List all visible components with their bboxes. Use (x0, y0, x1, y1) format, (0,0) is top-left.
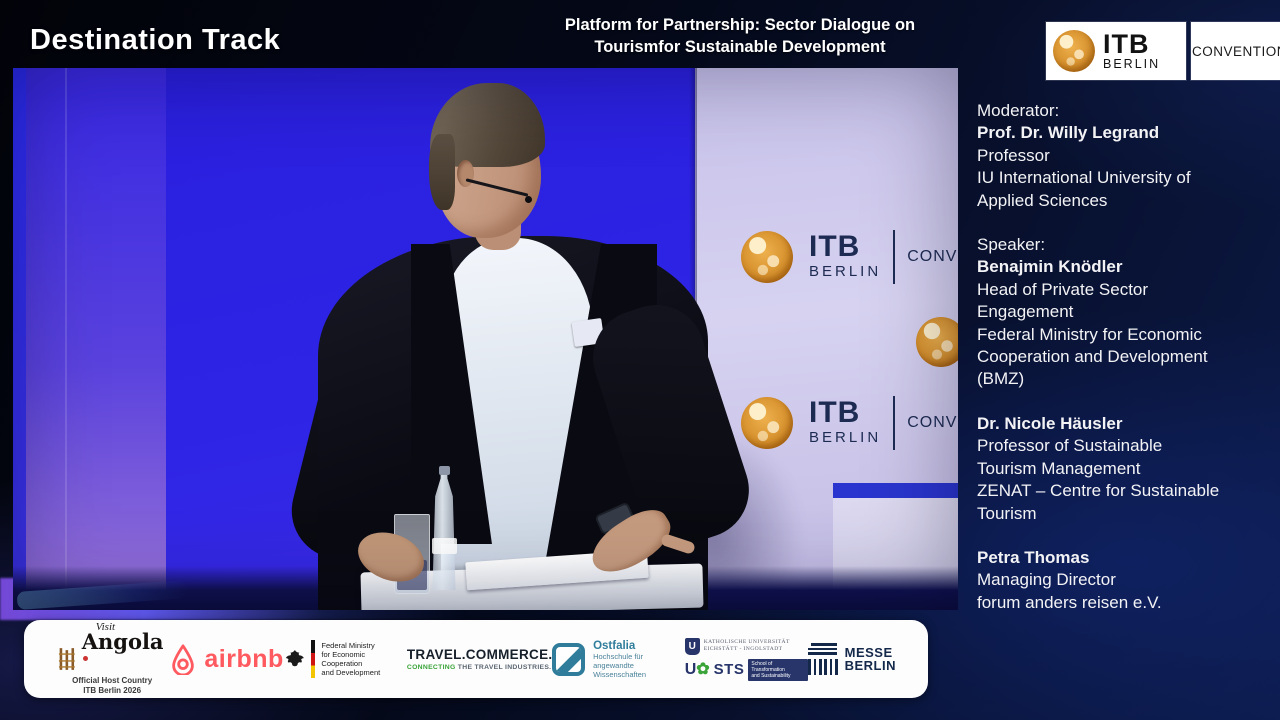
person-detail: Cooperation and Development (977, 347, 1208, 367)
person-detail: Tourism (977, 503, 1037, 523)
role-label: Speaker: (977, 235, 1046, 255)
backdrop-itb-logo: ITB BERLIN CONVENTION (741, 396, 958, 450)
logo-divider (893, 230, 896, 284)
person-name: Benajmin Knödler (977, 257, 1123, 277)
session-title-line2: Tourismfor Sustainable Development (594, 38, 886, 56)
speaker-section: Dr. Nicole Häusler Professor of Sustaina… (977, 413, 1273, 525)
stage-left-strip (13, 68, 26, 610)
angola-sculpture-icon (58, 647, 75, 670)
convention-wordmark: CONVENTION (907, 248, 958, 265)
convention-wordmark: CONVENTION (907, 414, 958, 431)
globe-icon (916, 317, 958, 367)
person-detail: (BMZ) (977, 369, 1025, 389)
session-title: Platform for Partnership: Sector Dialogu… (460, 14, 1020, 58)
person-detail: Federal Ministry for Economic (977, 324, 1202, 344)
itb-wordmark: ITB (1103, 28, 1150, 59)
sts-u-icon: U✿ (684, 660, 710, 678)
moderator-section: Moderator: Prof. Dr. Willy Legrand Profe… (977, 100, 1273, 212)
globe-icon (1053, 30, 1095, 72)
sts-subtitle: School of Transformation and Sustainabil… (748, 658, 809, 681)
globe-icon (741, 397, 793, 449)
itb-wordmark: ITB (809, 396, 861, 429)
person-detail: Professor of Sustainable (977, 436, 1163, 456)
airbnb-belo-icon (172, 644, 195, 675)
ostfalia-square-icon (552, 642, 586, 676)
itb-wordmark: ITB (809, 230, 861, 263)
ostfalia-wordmark: Ostfalia (593, 639, 636, 652)
ostfalia-logo: Ostfalia Hochschule für angewandte Wisse… (552, 640, 684, 679)
backdrop-itb-logo: ITB BERLIN CONVENTION (741, 230, 958, 284)
person-detail: ZENAT – Centre for Sustainable (977, 481, 1220, 501)
person-name: Petra Thomas (977, 547, 1090, 567)
person-detail: Tourism Management (977, 458, 1141, 478)
itb-convention-logo: ITB BERLIN CONVENTION (1046, 22, 1280, 80)
person-detail: IU International University of (977, 168, 1191, 188)
globe-icon (741, 231, 793, 283)
sts-leaf-accent: ✿ (696, 660, 710, 678)
messe-berlin-icon (808, 643, 838, 675)
sponsor-bar: Visit Angola Official Host Country ITB B… (24, 620, 928, 698)
visit-script: Visit (95, 620, 116, 633)
messe-berlin-wordmark: MESSE BERLIN (844, 645, 896, 673)
person-detail: Applied Sciences (977, 190, 1108, 210)
berlin-wordmark: BERLIN (809, 263, 882, 280)
headset-mic-tip (525, 196, 532, 203)
water-bottle (432, 470, 456, 590)
video-frame: ITB BERLIN CONVENTION ITB BERLIN CONVENT… (13, 68, 958, 610)
person-detail: Professor (977, 145, 1050, 165)
speaker-hair (429, 134, 455, 210)
convention-logo-box: CONVENTION (1191, 22, 1280, 80)
speaker-ear (457, 160, 474, 187)
airbnb-wordmark: airbnb (204, 644, 284, 673)
person-detail: Managing Director (977, 570, 1116, 590)
berlin-wordmark: BERLIN (809, 429, 882, 446)
person-name: Dr. Nicole Häusler (977, 413, 1123, 433)
stage-left-panel (26, 68, 166, 610)
person-detail: Engagement (977, 302, 1074, 322)
page-title: Destination Track (30, 24, 281, 56)
logo-divider (893, 396, 896, 450)
person-detail: forum anders reisen e.V. (977, 592, 1162, 612)
backdrop-blue-stripe (833, 483, 958, 498)
role-label: Moderator: (977, 101, 1060, 120)
convention-wordmark: CONVENTION (1191, 43, 1280, 59)
session-title-line1: Platform for Partnership: Sector Dialogu… (564, 16, 916, 34)
angola-bird-dot (82, 655, 88, 661)
bottle-label (432, 538, 457, 554)
bmz-text: Federal Ministry for Economic Cooperatio… (321, 641, 381, 677)
ku-shield-icon: U (684, 637, 700, 655)
speaker-section: Speaker: Benajmin Knödler Head of Privat… (977, 234, 1273, 391)
angola-wordmark: Angola (82, 631, 169, 672)
stage-panel-seam (65, 68, 67, 610)
person-name: Prof. Dr. Willy Legrand (977, 123, 1160, 143)
ku-eichstaett-sts-logo: U KATHOLISCHE UNIVERSITÄT EICHSTÄTT - IN… (684, 637, 809, 681)
travel-commerce-wordmark: TRAVEL.COMMERCE. (406, 647, 553, 662)
speaker-section: Petra Thomas Managing Director forum and… (977, 547, 1273, 614)
federal-eagle-icon (285, 649, 304, 667)
person-detail: Head of Private Sector (977, 279, 1149, 299)
sts-wordmark: STS (713, 661, 745, 678)
travel-commerce-tagline: CONNECTING THE TRAVEL INDUSTRIES. (406, 664, 552, 671)
angola-caption: Official Host Country ITB Berlin 2026 (72, 675, 153, 695)
visit-angola-logo: Visit Angola Official Host Country ITB B… (56, 620, 169, 696)
airbnb-logo: airbnb (168, 643, 283, 675)
bottle-cap (439, 466, 450, 475)
berlin-wordmark: BERLIN (1103, 56, 1161, 71)
travel-commerce-logo: TRAVEL.COMMERCE. CONNECTING THE TRAVEL I… (407, 647, 553, 671)
messe-berlin-logo: MESSE BERLIN (808, 643, 896, 675)
german-flag-stripe (311, 640, 316, 678)
itb-berlin-logo-box: ITB BERLIN (1046, 22, 1186, 80)
bmz-ministry-logo: Federal Ministry for Economic Cooperatio… (284, 640, 407, 678)
speakers-panel: Moderator: Prof. Dr. Willy Legrand Profe… (977, 100, 1273, 636)
